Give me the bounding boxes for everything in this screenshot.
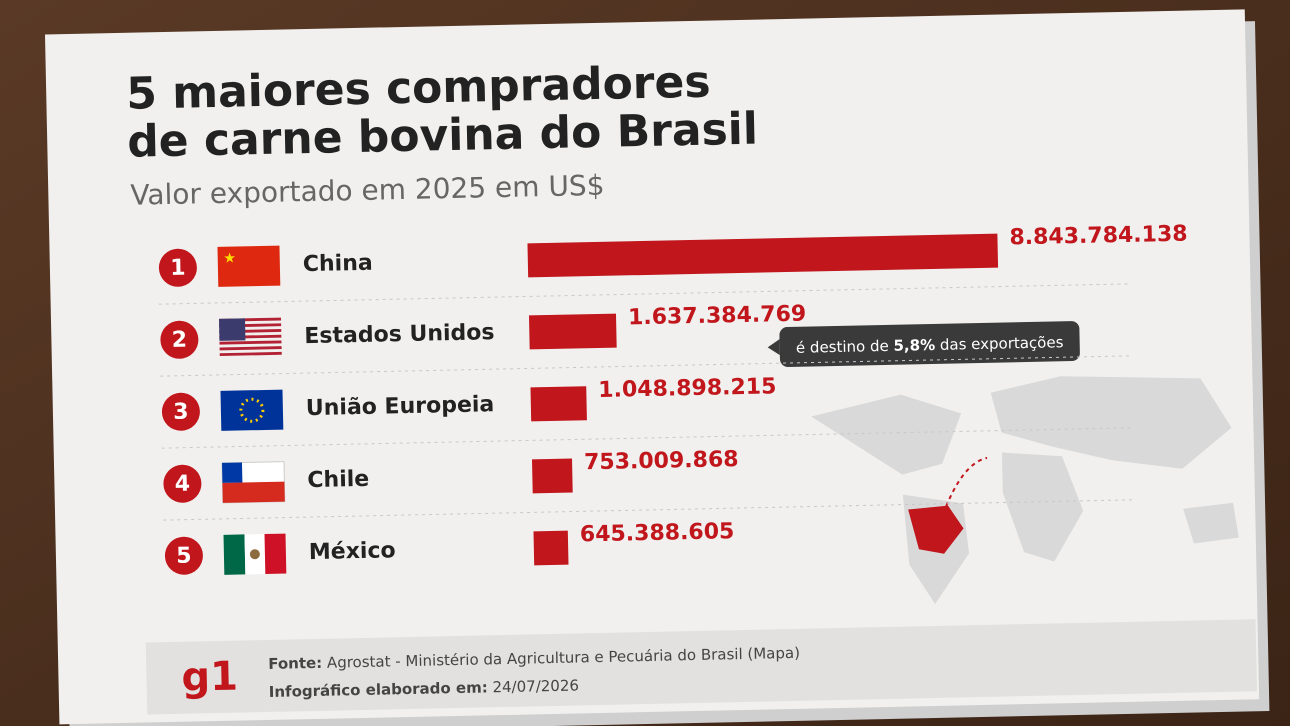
flag (223, 533, 287, 575)
flag-blue (221, 462, 243, 483)
bar (527, 233, 999, 278)
annotation-text: é destino de 5,8% das exportações (796, 333, 1064, 357)
bar (530, 386, 587, 422)
row-separator (161, 427, 1132, 449)
rank-number: 2 (172, 328, 188, 353)
map-north-america (811, 394, 962, 475)
map-eurasia (990, 376, 1232, 469)
card: 5 maiores compradores de carne bovina do… (44, 9, 1270, 726)
rank-badge (161, 392, 200, 431)
flag (221, 461, 286, 504)
flag-stripe (219, 351, 282, 357)
rank-number: 3 (173, 400, 189, 425)
annotation: é destino de 5,8% das exportações (767, 321, 1080, 368)
annotation-highlight: 5,8% (893, 335, 935, 354)
row-separator (160, 355, 1130, 377)
rank-number: 5 (176, 544, 192, 569)
flag: ★ (217, 245, 281, 287)
category-label: União Europeia (306, 392, 495, 421)
annotation-pointer (767, 339, 780, 356)
date-label: Infográfico elaborado em: (269, 678, 488, 701)
value-label: 1.048.898.215 (598, 374, 777, 403)
flag-bg (217, 245, 281, 287)
row-separator (163, 499, 1133, 521)
source-label: Fonte: (268, 653, 322, 672)
value-label: 753.009.868 (584, 447, 739, 475)
bar (528, 313, 617, 350)
map-brazil (908, 505, 964, 554)
map-australia (1183, 502, 1239, 544)
row-separator (158, 283, 1129, 305)
flag-emblem (249, 549, 260, 560)
map-africa (1001, 452, 1084, 562)
rank-badge (158, 248, 197, 287)
logo: g1 (181, 654, 238, 701)
footer-date: Infográfico elaborado em: 24/07/2026 (269, 676, 580, 700)
map-arrow (942, 456, 988, 515)
world-map (811, 376, 1239, 604)
flag-star: ★ (223, 251, 236, 267)
footer-band (145, 619, 1258, 715)
rank-badge (160, 320, 199, 359)
category-label: Chile (307, 467, 369, 493)
flag-green (223, 534, 246, 575)
rank-number: 1 (170, 256, 186, 281)
category-label: Estados Unidos (304, 320, 495, 349)
annotation-bubble (779, 321, 1080, 368)
category-label: China (303, 251, 373, 277)
flag-red (222, 481, 285, 503)
rank-badge (164, 536, 203, 575)
bar (533, 530, 569, 566)
value-label: 645.388.605 (580, 519, 735, 547)
category-label: México (309, 538, 396, 565)
rank-badge (163, 464, 202, 503)
flag-canton (218, 318, 246, 341)
flag-stripe (219, 340, 282, 345)
flag-bg (220, 389, 284, 431)
flag-red (264, 533, 287, 574)
flag (220, 389, 284, 431)
annotation-prefix: é destino de (796, 336, 894, 356)
value-label: 8.843.784.138 (1009, 222, 1188, 251)
date-text: 24/07/2026 (492, 676, 579, 696)
rank-number: 4 (175, 472, 191, 497)
title-line: 5 maiores compradores (126, 57, 711, 120)
bar (531, 458, 573, 494)
flag (218, 317, 282, 357)
flag-stripe (219, 346, 282, 351)
flag-stars (239, 397, 265, 423)
annotation-suffix: das exportações (935, 333, 1064, 354)
value-label: 1.637.384.769 (628, 302, 807, 331)
